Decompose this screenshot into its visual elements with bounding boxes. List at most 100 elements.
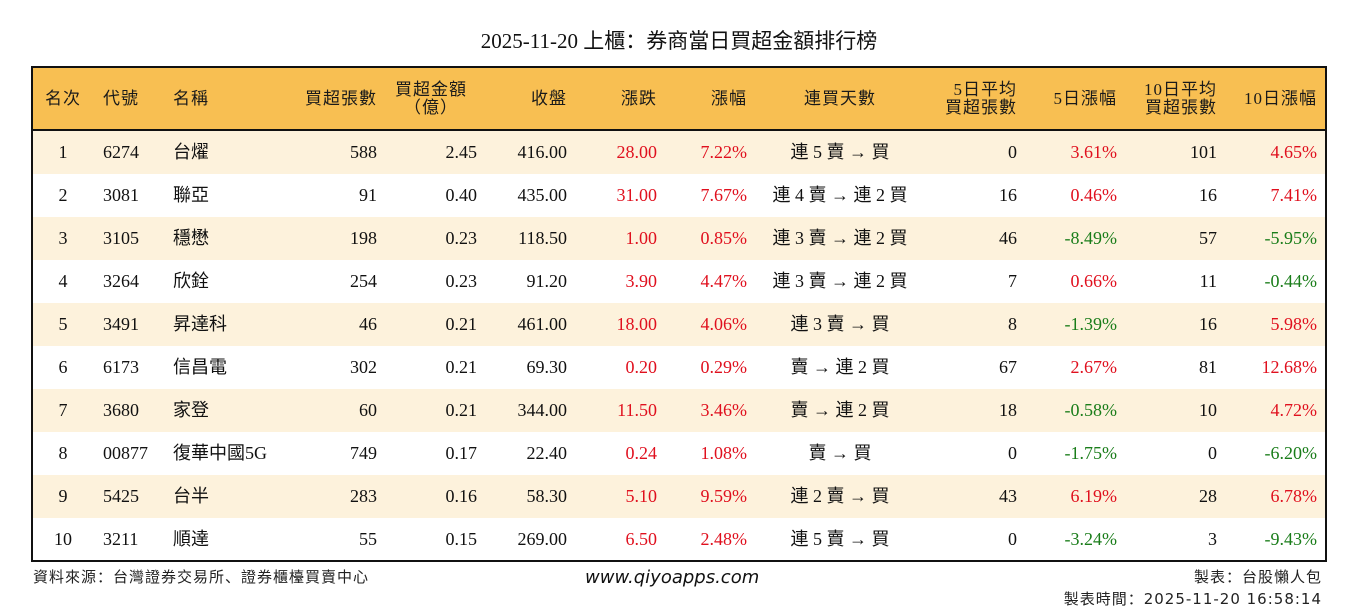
cell-change: 31.00: [616, 185, 658, 205]
cell-avg5: 0: [1008, 142, 1017, 162]
cell-chg10: 6.78%: [1270, 486, 1318, 506]
cell-change: 3.90: [625, 271, 658, 291]
cell-avg10: 81: [1199, 357, 1217, 377]
cell-close: 269.00: [517, 529, 568, 549]
cell-name: 家登: [173, 400, 209, 420]
header-close: 收盤: [531, 88, 567, 108]
cell-code: 3264: [103, 271, 139, 291]
cell-avg5: 0: [1008, 529, 1017, 549]
cell-change-pct: 1.08%: [700, 443, 748, 463]
cell-chg5: 6.19%: [1070, 486, 1118, 506]
table-row: 2 3081 聯亞 91 0.40 435.00 31.00 7.67% 連 4…: [33, 174, 1325, 217]
cell-change-pct: 0.85%: [700, 228, 748, 248]
cell-net-buy-lots: 91: [359, 185, 377, 205]
cell-avg5: 46: [999, 228, 1017, 248]
cell-avg5: 67: [999, 357, 1017, 377]
table-row: 5 3491 昇達科 46 0.21 461.00 18.00 4.06% 連 …: [33, 303, 1325, 346]
cell-change-pct: 4.06%: [700, 314, 748, 334]
cell-avg10: 16: [1199, 314, 1217, 334]
cell-rank: 2: [58, 185, 68, 205]
cell-net-buy-amount: 0.23: [445, 271, 478, 291]
cell-rank: 5: [58, 314, 68, 334]
cell-name: 復華中國5G: [173, 443, 267, 463]
cell-streak: 連 3 賣 → 連 2 買: [772, 228, 908, 248]
cell-rank: 9: [58, 486, 68, 506]
header-net-buy-amount-line2: （億）: [404, 97, 458, 117]
cell-code: 3081: [103, 185, 139, 205]
cell-avg5: 0: [1008, 443, 1017, 463]
header-chg10: 10日漲幅: [1244, 88, 1317, 108]
cell-net-buy-lots: 588: [350, 142, 377, 162]
table-row: 8 00877 復華中國5G 749 0.17 22.40 0.24 1.08%…: [33, 432, 1325, 475]
cell-code: 3211: [103, 529, 139, 549]
cell-chg5: -3.24%: [1064, 529, 1118, 549]
cell-net-buy-amount: 0.21: [445, 357, 478, 377]
cell-avg5: 18: [999, 400, 1017, 420]
cell-chg5: -1.39%: [1064, 314, 1118, 334]
cell-name: 昇達科: [173, 314, 227, 334]
cell-code: 3491: [103, 314, 139, 334]
cell-change: 0.24: [625, 443, 658, 463]
cell-chg5: -8.49%: [1064, 228, 1118, 248]
cell-change: 0.20: [625, 357, 658, 377]
cell-change-pct: 2.48%: [700, 529, 748, 549]
cell-chg10: 4.65%: [1270, 142, 1318, 162]
cell-change: 18.00: [616, 314, 658, 334]
cell-close: 344.00: [517, 400, 568, 420]
table-row: 3 3105 穩懋 198 0.23 118.50 1.00 0.85% 連 3…: [33, 217, 1325, 260]
cell-name: 台燿: [173, 142, 209, 162]
cell-change-pct: 4.47%: [700, 271, 748, 291]
cell-code: 3680: [103, 400, 139, 420]
cell-net-buy-amount: 0.40: [445, 185, 478, 205]
cell-rank: 7: [58, 400, 68, 420]
cell-avg5: 43: [999, 486, 1017, 506]
header-streak: 連買天數: [804, 88, 876, 108]
cell-change-pct: 3.46%: [700, 400, 748, 420]
cell-chg5: -0.58%: [1064, 400, 1118, 420]
header-change-pct: 漲幅: [711, 88, 747, 108]
author-note: 製表：台股懶人包: [1193, 568, 1322, 586]
cell-net-buy-lots: 46: [359, 314, 377, 334]
cell-net-buy-lots: 749: [350, 443, 377, 463]
cell-net-buy-amount: 0.16: [445, 486, 478, 506]
cell-close: 416.00: [517, 142, 568, 162]
cell-net-buy-amount: 0.21: [445, 400, 478, 420]
cell-net-buy-amount: 0.17: [445, 443, 478, 463]
cell-close: 22.40: [526, 443, 568, 463]
cell-change: 28.00: [616, 142, 658, 162]
header-change: 漲跌: [621, 88, 657, 108]
cell-name: 順達: [173, 529, 209, 549]
cell-net-buy-amount: 0.23: [445, 228, 478, 248]
header-name: 名稱: [173, 88, 209, 108]
cell-rank: 6: [58, 357, 68, 377]
header-avg5-line2: 買超張數: [945, 97, 1017, 117]
cell-close: 461.00: [517, 314, 568, 334]
cell-net-buy-lots: 55: [359, 529, 377, 549]
page-title: 2025-11-20 上櫃：券商當日買超金額排行榜: [480, 29, 878, 53]
header-avg5: 5日平均 買超張數: [923, 68, 1017, 129]
cell-close: 118.50: [518, 228, 567, 248]
cell-streak: 賣 → 連 2 買: [790, 400, 890, 420]
website-link[interactable]: www.qiyoapps.com: [585, 567, 760, 588]
cell-chg10: 5.98%: [1270, 314, 1318, 334]
cell-net-buy-amount: 0.21: [445, 314, 478, 334]
table-body: 1 6274 台燿 588 2.45 416.00 28.00 7.22% 連 …: [33, 131, 1325, 561]
cell-rank: 1: [58, 142, 68, 162]
cell-name: 穩懋: [173, 228, 209, 248]
header-net-buy-lots: 買超張數: [305, 88, 377, 108]
cell-avg10: 16: [1199, 185, 1217, 205]
cell-net-buy-lots: 302: [350, 357, 377, 377]
cell-rank: 4: [58, 271, 68, 291]
cell-net-buy-lots: 60: [359, 400, 377, 420]
ranking-table: 名次 代號 名稱 買超張數 買超金額 （億） 收盤 漲跌 漲幅 連買天數 5日平…: [31, 66, 1327, 562]
cell-avg10: 11: [1199, 271, 1217, 291]
cell-streak: 連 5 賣 → 買: [790, 142, 890, 162]
cell-change: 11.50: [617, 400, 657, 420]
cell-chg5: 2.67%: [1070, 357, 1118, 377]
cell-change-pct: 9.59%: [700, 486, 748, 506]
cell-net-buy-lots: 283: [350, 486, 377, 506]
header-avg10-line2: 買超張數: [1145, 97, 1217, 117]
cell-chg10: 12.68%: [1261, 357, 1318, 377]
cell-change-pct: 7.22%: [700, 142, 748, 162]
cell-chg10: -5.95%: [1264, 228, 1318, 248]
